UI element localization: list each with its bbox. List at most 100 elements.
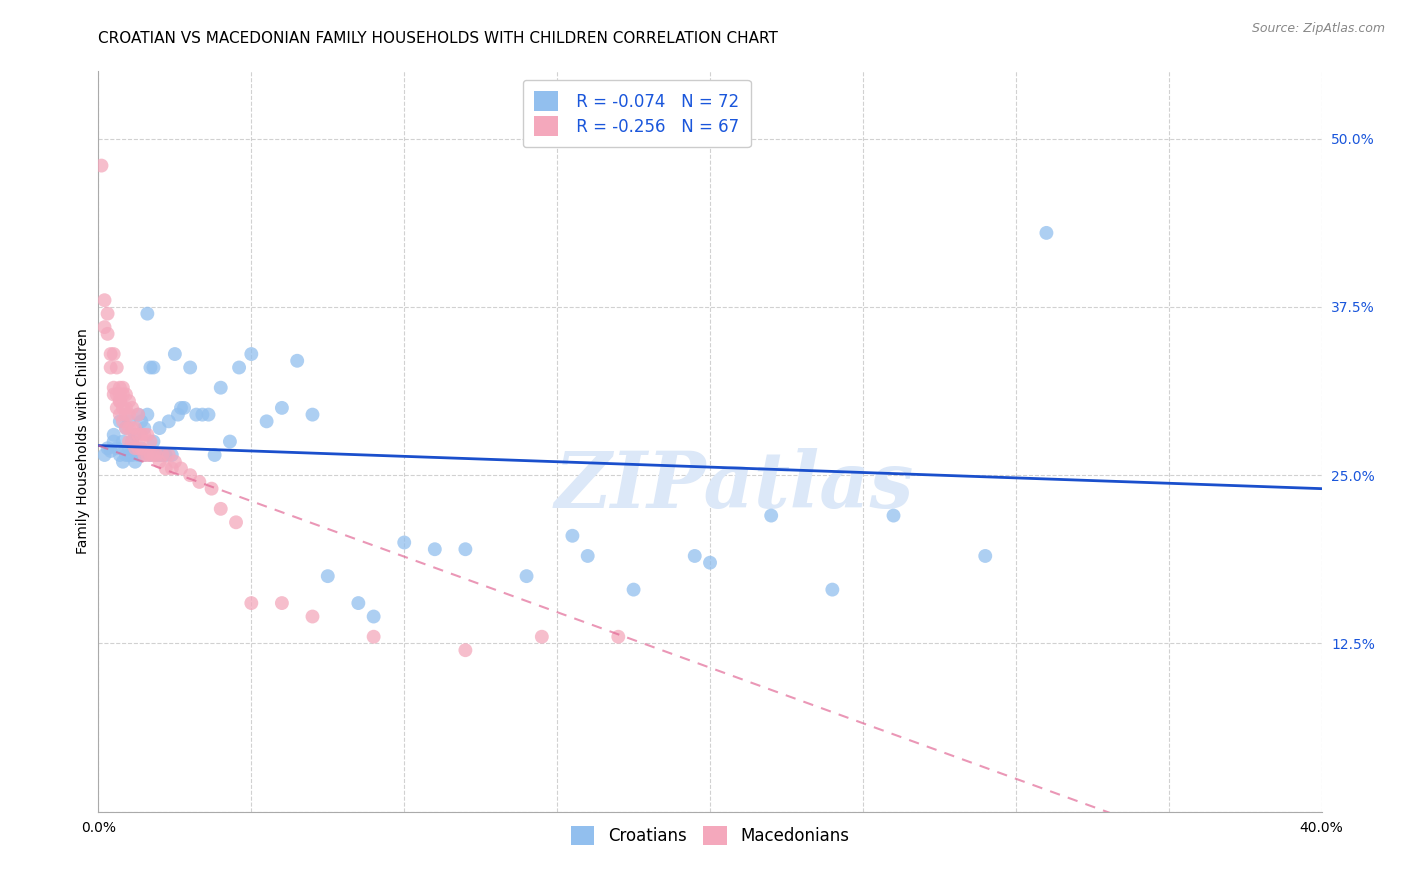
Point	[188, 475, 211, 489]
Point	[160, 448, 183, 462]
Point	[186, 408, 208, 422]
Point	[155, 461, 177, 475]
Point	[118, 408, 141, 422]
Point	[240, 596, 263, 610]
Point	[134, 448, 156, 462]
Point	[134, 421, 156, 435]
Point	[121, 421, 143, 435]
Point	[219, 434, 242, 449]
Point	[124, 427, 146, 442]
Point	[93, 293, 115, 308]
Point	[136, 427, 159, 442]
Point	[97, 307, 120, 321]
Point	[974, 549, 997, 563]
Point	[103, 387, 125, 401]
Point	[129, 442, 152, 456]
Point	[115, 408, 138, 422]
Point	[225, 516, 247, 530]
Point	[105, 360, 128, 375]
Point	[108, 394, 131, 409]
Point	[93, 448, 115, 462]
Point	[392, 535, 416, 549]
Point	[108, 394, 131, 409]
Point	[134, 427, 156, 442]
Point	[121, 401, 143, 415]
Point	[270, 401, 292, 415]
Point	[163, 455, 186, 469]
Point	[157, 448, 180, 462]
Point	[108, 448, 131, 462]
Point	[127, 427, 149, 442]
Point	[209, 381, 232, 395]
Point	[93, 320, 115, 334]
Point	[149, 455, 172, 469]
Point	[136, 408, 159, 422]
Point	[139, 434, 162, 449]
Point	[118, 448, 141, 462]
Point	[197, 408, 219, 422]
Point	[111, 401, 134, 415]
Point	[103, 427, 125, 442]
Point	[127, 442, 149, 456]
Point	[149, 448, 172, 462]
Point	[121, 434, 143, 449]
Point	[142, 448, 165, 462]
Point	[139, 448, 162, 462]
Point	[97, 442, 120, 456]
Point	[145, 448, 167, 462]
Point	[285, 353, 308, 368]
Point	[118, 442, 141, 456]
Point	[173, 401, 195, 415]
Text: ZIPatlas: ZIPatlas	[555, 448, 914, 524]
Point	[90, 159, 112, 173]
Point	[204, 448, 226, 462]
Point	[115, 421, 138, 435]
Point	[256, 414, 278, 428]
Point	[111, 387, 134, 401]
Point	[821, 582, 844, 597]
Point	[209, 501, 232, 516]
Point	[139, 360, 162, 375]
Point	[115, 448, 138, 462]
Point	[118, 421, 141, 435]
Point	[883, 508, 905, 523]
Point	[103, 347, 125, 361]
Point	[124, 455, 146, 469]
Point	[111, 434, 134, 449]
Point	[100, 347, 122, 361]
Point	[200, 482, 222, 496]
Point	[142, 360, 165, 375]
Point	[108, 414, 131, 428]
Point	[115, 401, 138, 415]
Point	[191, 408, 214, 422]
Point	[105, 387, 128, 401]
Point	[454, 542, 477, 557]
Point	[240, 347, 263, 361]
Point	[301, 408, 323, 422]
Point	[301, 609, 323, 624]
Point	[179, 360, 201, 375]
Point	[270, 596, 292, 610]
Legend: Croatians, Macedonians: Croatians, Macedonians	[564, 819, 856, 852]
Point	[683, 549, 706, 563]
Point	[454, 643, 477, 657]
Point	[607, 630, 630, 644]
Point	[699, 556, 721, 570]
Point	[127, 448, 149, 462]
Point	[1035, 226, 1057, 240]
Point	[347, 596, 370, 610]
Point	[155, 448, 177, 462]
Point	[623, 582, 645, 597]
Point	[134, 448, 156, 462]
Point	[170, 461, 193, 475]
Point	[363, 630, 385, 644]
Point	[423, 542, 446, 557]
Point	[124, 442, 146, 456]
Point	[530, 630, 553, 644]
Point	[115, 387, 138, 401]
Point	[97, 326, 120, 341]
Point	[127, 408, 149, 422]
Point	[160, 461, 183, 475]
Point	[516, 569, 538, 583]
Point	[121, 448, 143, 462]
